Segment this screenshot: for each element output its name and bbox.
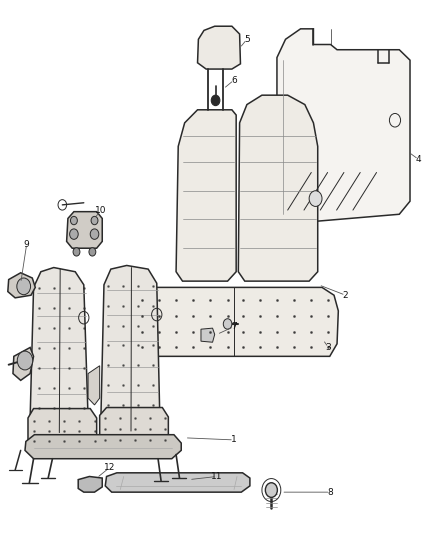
Circle shape: [73, 248, 80, 256]
Polygon shape: [238, 95, 318, 281]
Text: 9: 9: [24, 239, 30, 248]
Text: 12: 12: [104, 463, 115, 472]
Circle shape: [17, 351, 33, 370]
Text: 7: 7: [231, 322, 237, 331]
Circle shape: [265, 483, 277, 497]
Text: 3: 3: [325, 343, 331, 352]
Circle shape: [17, 278, 31, 295]
Polygon shape: [8, 273, 35, 298]
Circle shape: [91, 216, 98, 225]
Polygon shape: [88, 366, 100, 405]
Circle shape: [309, 191, 322, 206]
Polygon shape: [101, 265, 160, 431]
Polygon shape: [105, 473, 250, 492]
Polygon shape: [176, 110, 236, 281]
Circle shape: [223, 319, 232, 329]
Text: 2: 2: [343, 290, 349, 300]
Circle shape: [71, 216, 78, 225]
Polygon shape: [198, 26, 240, 69]
Text: 5: 5: [244, 35, 250, 44]
Polygon shape: [131, 287, 338, 357]
Circle shape: [70, 229, 78, 239]
Polygon shape: [277, 29, 410, 224]
Text: 6: 6: [231, 76, 237, 85]
Text: 8: 8: [328, 488, 333, 497]
Polygon shape: [100, 408, 168, 447]
Circle shape: [89, 248, 96, 256]
Circle shape: [211, 95, 220, 106]
Polygon shape: [201, 328, 215, 342]
Text: 11: 11: [211, 472, 223, 481]
Polygon shape: [78, 477, 102, 492]
Polygon shape: [67, 212, 102, 248]
Polygon shape: [25, 435, 181, 459]
Circle shape: [90, 229, 99, 239]
Polygon shape: [28, 409, 97, 448]
Polygon shape: [13, 348, 34, 381]
Text: 10: 10: [95, 206, 107, 215]
Polygon shape: [30, 268, 88, 433]
Text: 1: 1: [231, 435, 237, 445]
Text: 4: 4: [416, 155, 421, 164]
